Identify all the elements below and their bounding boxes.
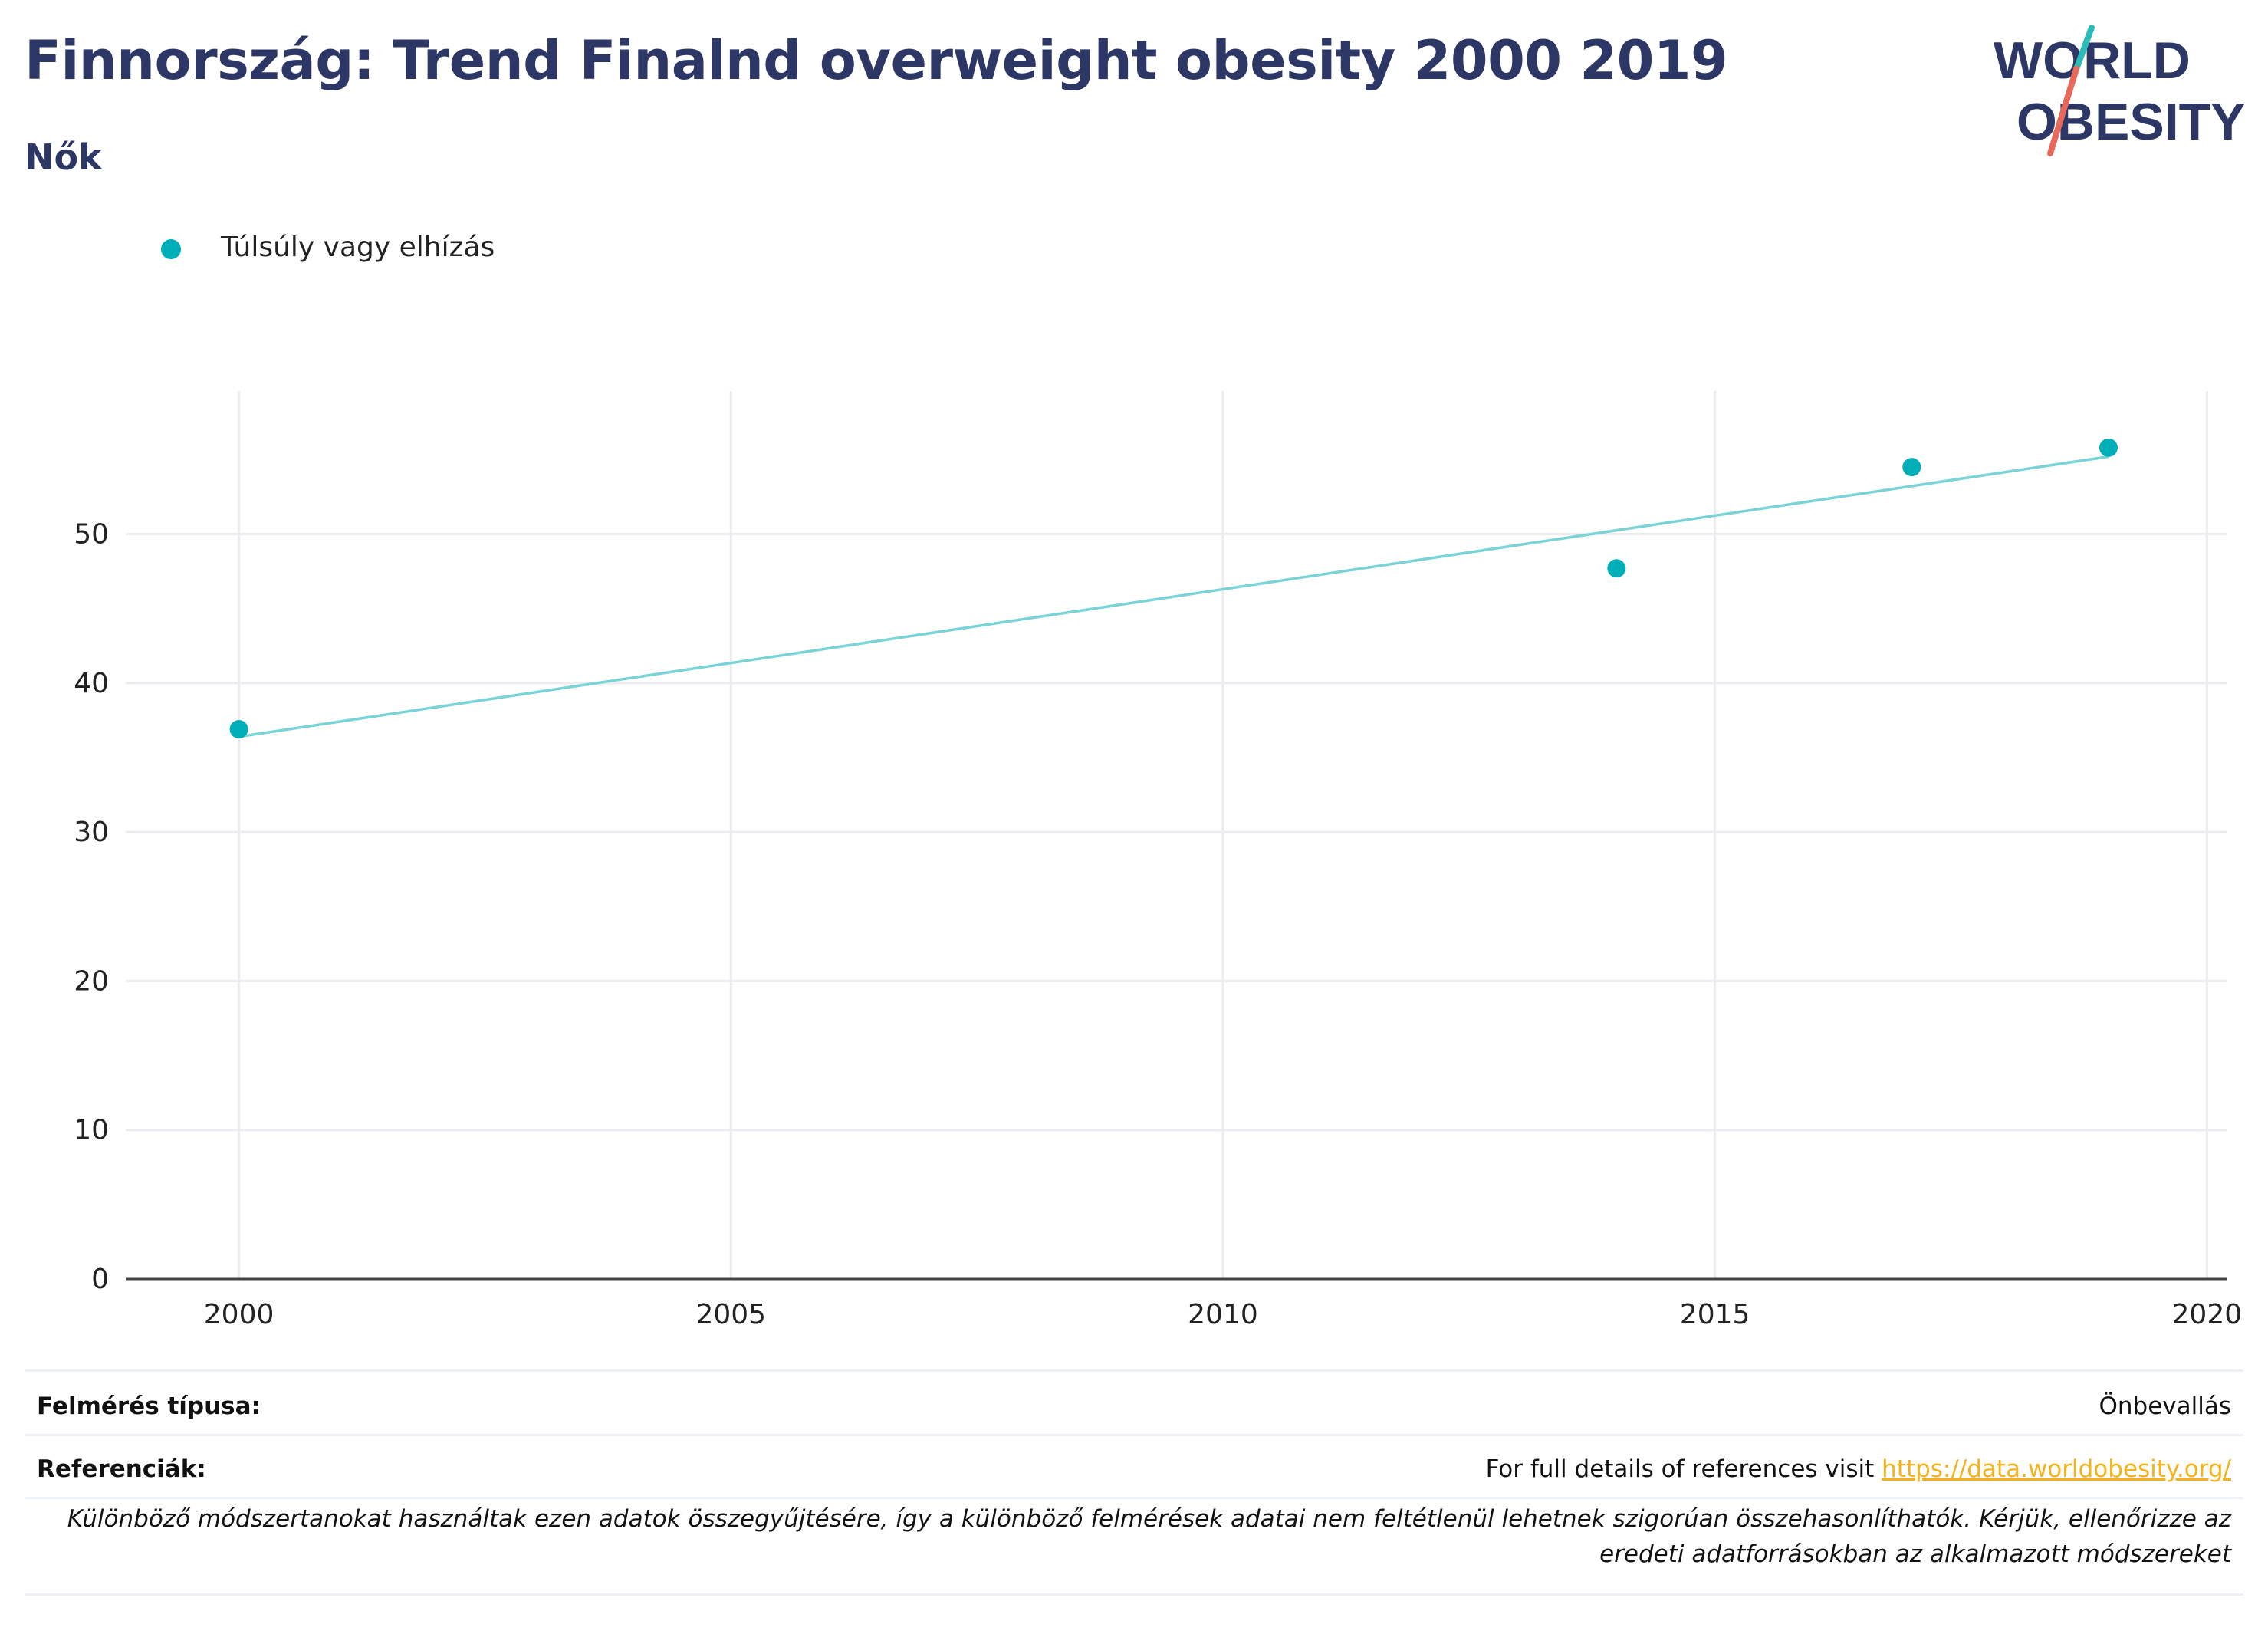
references-text: For full details of references visit — [1485, 1455, 1882, 1483]
x-tick-label: 2010 — [1188, 1299, 1258, 1330]
logo-slash-top — [2073, 25, 2095, 72]
footer-divider — [25, 1593, 2243, 1596]
y-tick-label: 10 — [74, 1115, 109, 1146]
data-point — [229, 720, 248, 739]
data-point — [1902, 458, 1921, 477]
chart-subtitle: Nők — [25, 136, 102, 178]
y-tick-label: 40 — [74, 668, 109, 699]
methodology-disclaimer: Különböző módszertanokat használtak ezen… — [67, 1505, 2231, 1568]
world-obesity-logo: WORLD OBESITY — [1994, 25, 2246, 156]
legend-label: Túlsúly vagy elhízás — [221, 232, 495, 263]
data-point — [2099, 438, 2118, 457]
footer-divider — [25, 1434, 2243, 1436]
logo-slash-bottom — [2047, 66, 2079, 156]
references-value: For full details of references visit htt… — [1486, 1455, 2231, 1483]
y-tick-label: 0 — [91, 1264, 109, 1295]
legend-marker — [161, 239, 181, 259]
survey-type-label: Felmérés típusa: — [37, 1392, 261, 1420]
x-tick-label: 2005 — [695, 1299, 766, 1330]
references-label: Referenciák: — [37, 1455, 206, 1483]
footer-divider — [25, 1497, 2243, 1499]
references-link[interactable]: https://data.worldobesity.org/ — [1882, 1455, 2231, 1483]
chart-title: Finnország: Trend Finalnd overweight obe… — [25, 29, 1728, 92]
logo-text-world: WORLD — [1994, 31, 2191, 90]
footer-divider — [25, 1369, 2243, 1372]
survey-type-value: Önbevallás — [2099, 1392, 2231, 1420]
trend-line — [238, 455, 2109, 738]
x-tick-label: 2015 — [1680, 1299, 1750, 1330]
y-tick-label: 30 — [74, 817, 109, 848]
x-tick-label: 2020 — [2172, 1299, 2243, 1330]
y-tick-label: 50 — [74, 519, 109, 551]
x-tick-label: 2000 — [204, 1299, 274, 1330]
data-point — [1607, 559, 1626, 578]
scatter-chart: 0 10 20 30 40 50 2000 2005 2010 2015 2020 — [74, 391, 2243, 1330]
y-tick-label: 20 — [74, 965, 109, 997]
